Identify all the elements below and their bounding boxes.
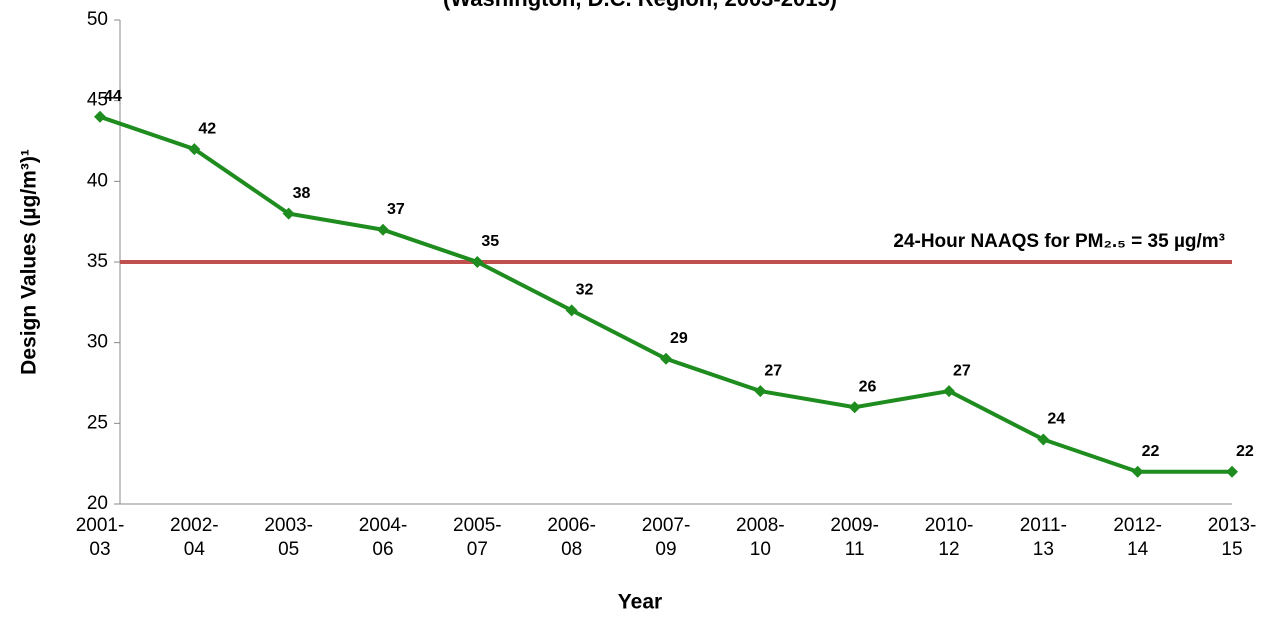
y-tick-label: 40 xyxy=(87,170,108,191)
x-tick-label: 2006-08 xyxy=(547,515,596,560)
y-tick-label: 25 xyxy=(87,412,108,433)
x-tick-label: 2013-15 xyxy=(1208,515,1257,560)
data-point xyxy=(1037,433,1050,446)
data-point xyxy=(377,223,389,236)
y-tick-label: 35 xyxy=(87,251,108,272)
x-tick-label: 2010-12 xyxy=(925,515,974,560)
reference-label: 24-Hour NAAQS for PM₂.₅ = 35 µg/m³ xyxy=(893,231,1225,252)
data-point xyxy=(754,385,767,398)
x-tick-label: 2002-04 xyxy=(170,515,219,560)
data-label: 27 xyxy=(953,362,971,379)
data-label: 29 xyxy=(670,330,688,347)
data-label: 22 xyxy=(1142,443,1160,460)
data-point xyxy=(94,110,106,123)
x-axis-label: Year xyxy=(618,591,662,614)
y-tick-label: 50 xyxy=(87,9,108,30)
data-label: 38 xyxy=(293,185,311,202)
data-label: 27 xyxy=(764,362,782,379)
data-point xyxy=(1226,465,1238,478)
y-tick-label: 20 xyxy=(87,493,108,514)
y-axis-label: Design Values (µg/m³)¹ xyxy=(18,149,41,375)
data-point xyxy=(1131,465,1144,478)
x-tick-label: 2005-07 xyxy=(453,515,502,560)
x-tick-label: 2011-13 xyxy=(1020,515,1067,560)
data-label: 44 xyxy=(104,88,122,105)
x-tick-label: 2004-06 xyxy=(359,515,408,560)
data-label: 37 xyxy=(387,201,405,218)
x-tick-label: 2003-05 xyxy=(264,515,313,560)
data-point xyxy=(565,304,578,317)
x-tick-label: 2009-11 xyxy=(830,515,879,560)
x-tick-label: 2001-03 xyxy=(76,515,125,560)
data-label: 32 xyxy=(576,282,594,299)
data-label: 26 xyxy=(859,378,877,395)
x-tick-label: 2007-09 xyxy=(642,515,691,560)
chart-title: (Washington, D.C. Region, 2003-2015) xyxy=(443,0,837,11)
y-tick-label: 30 xyxy=(87,332,108,353)
data-point xyxy=(848,401,861,414)
data-label: 35 xyxy=(481,233,499,250)
data-point xyxy=(943,385,955,398)
x-tick-label: 2008-10 xyxy=(736,515,785,560)
data-label: 24 xyxy=(1047,411,1065,428)
data-point xyxy=(282,207,295,220)
data-point xyxy=(188,143,201,156)
data-label: 42 xyxy=(198,120,216,137)
data-point xyxy=(660,352,672,365)
data-point xyxy=(471,256,484,268)
data-label: 22 xyxy=(1236,443,1254,460)
x-tick-label: 2012-14 xyxy=(1113,515,1162,560)
y-tick-label: 45 xyxy=(87,90,108,111)
